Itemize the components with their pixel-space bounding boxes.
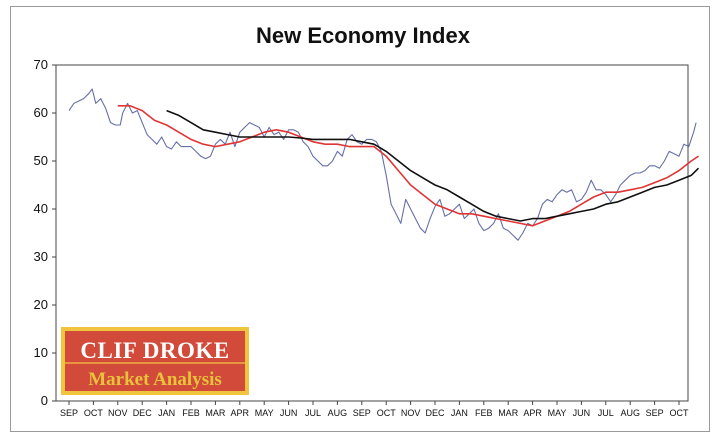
logo-title: CLIF DROKE — [80, 338, 229, 363]
logo-subtitle: Market Analysis — [88, 369, 222, 390]
x-tick-label: AUG — [328, 408, 348, 418]
x-tick-label: APR — [523, 408, 542, 418]
x-tick-label: OCT — [84, 408, 104, 418]
y-tick-label: 0 — [41, 393, 48, 408]
x-axis: SEP OCT NOV DEC JAN FEB MAR APR MAY JUN JUL AUG SEP O… — [60, 401, 689, 418]
chart-frame: New Economy Index 0 10 20 30 40 50 60 70 SEP OCT… — [10, 6, 710, 432]
x-tick-label: MAY — [548, 408, 567, 418]
series-layer — [68, 88, 700, 241]
y-tick-label: 10 — [34, 345, 48, 360]
chart: New Economy Index 0 10 20 30 40 50 60 70 SEP OCT… — [34, 23, 700, 418]
x-tick-label: JAN — [158, 408, 175, 418]
x-tick-label: SEP — [646, 408, 664, 418]
series-line-black-average — [166, 109, 700, 222]
y-tick-label: 60 — [34, 105, 48, 120]
x-tick-label: SEP — [60, 408, 78, 418]
plot-area-border — [55, 64, 689, 402]
x-tick-label: FEB — [475, 408, 493, 418]
logo-panel — [65, 331, 245, 391]
x-tick-label: MAY — [255, 408, 274, 418]
x-tick-label: NOV — [401, 408, 421, 418]
y-axis: 0 10 20 30 40 50 60 70 — [34, 57, 56, 408]
logo: CLIF DROKE Market Analysis — [61, 327, 249, 395]
x-tick-label: DEC — [133, 408, 153, 418]
x-tick-label: DEC — [425, 408, 445, 418]
y-tick-label: 30 — [34, 249, 48, 264]
x-tick-label: MAR — [205, 408, 226, 418]
x-tick-label: JUN — [573, 408, 591, 418]
x-tick-label: OCT — [670, 408, 690, 418]
x-tick-label: OCT — [377, 408, 397, 418]
y-tick-label: 20 — [34, 297, 48, 312]
x-tick-label: JUN — [280, 408, 298, 418]
y-tick-label: 40 — [34, 201, 48, 216]
x-tick-label: JUL — [598, 408, 614, 418]
x-tick-label: JUL — [305, 408, 321, 418]
y-tick-label: 70 — [34, 57, 48, 72]
series-line-index — [68, 88, 697, 241]
chart-title: New Economy Index — [256, 23, 471, 48]
series-line-red-average — [117, 105, 699, 227]
x-tick-label: FEB — [182, 408, 200, 418]
y-tick-label: 50 — [34, 153, 48, 168]
x-tick-label: AUG — [620, 408, 640, 418]
x-tick-label: MAR — [498, 408, 519, 418]
x-tick-label: JAN — [451, 408, 468, 418]
x-tick-label: NOV — [108, 408, 128, 418]
x-tick-label: APR — [231, 408, 250, 418]
x-tick-label: SEP — [353, 408, 371, 418]
